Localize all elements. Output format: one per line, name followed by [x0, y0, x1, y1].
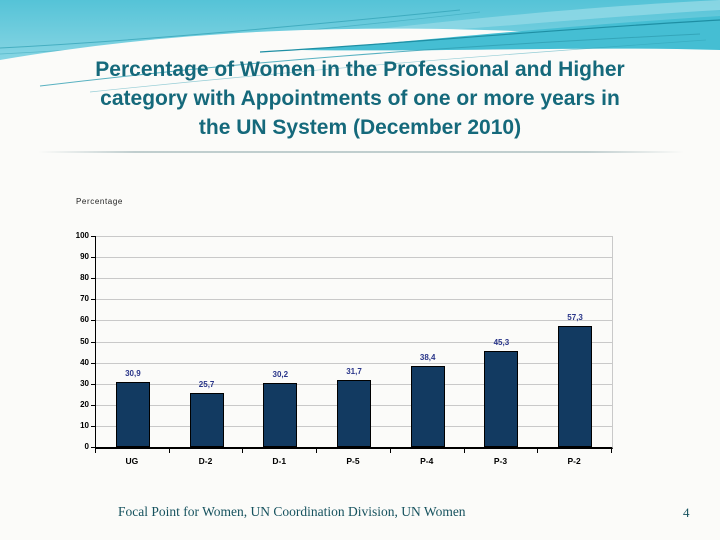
y-axis-tick: [91, 278, 95, 280]
bar-value-label: 31,7: [346, 367, 362, 377]
y-axis-tick: [91, 236, 95, 237]
page-number: 4: [683, 505, 690, 520]
bar-value-label: 25,7: [198, 379, 215, 389]
y-axis-label: 40: [80, 357, 89, 367]
y-axis-label: 100: [75, 231, 89, 240]
bar: [115, 381, 150, 447]
title-line-3: the UN System (December 2010): [198, 116, 522, 139]
y-axis-tick: [91, 257, 95, 259]
x-axis-category-label: P-3: [493, 456, 508, 466]
x-axis-category-label: UG: [125, 456, 139, 466]
x-axis-tick: [463, 448, 465, 453]
y-axis-label: 10: [80, 420, 89, 430]
y-axis-label: 30: [80, 378, 89, 388]
bar-value-label: 45,3: [493, 338, 510, 348]
y-axis-tick: [91, 362, 95, 364]
bar-value-label: 38,4: [419, 353, 436, 362]
title-line-2: category with Appointments of one or mor…: [100, 87, 620, 110]
y-axis-label: 20: [80, 399, 89, 409]
bar: [263, 383, 298, 447]
bar-value-label: 30,9: [125, 368, 141, 378]
y-axis-tick: [91, 299, 95, 301]
x-axis-category-label: P-5: [346, 456, 360, 466]
gridline: [96, 278, 612, 279]
x-axis-tick: [389, 448, 391, 453]
y-axis-tick: [91, 447, 95, 448]
bar-chart: Percentage 30,9 25,7 30,2 31,7 38,4 45,3 57,3 …: [0, 170, 720, 490]
y-axis-label: 70: [80, 294, 89, 304]
y-axis-label: 80: [80, 273, 89, 283]
y-axis-tick: [91, 383, 95, 385]
y-axis-label: 0: [84, 442, 89, 451]
gridline: [96, 342, 612, 343]
bar: [558, 326, 593, 447]
bar: [484, 351, 519, 447]
bar-value-label: 57,3: [567, 313, 583, 323]
x-axis-category-label: P-2: [567, 456, 581, 466]
bar: [410, 366, 445, 447]
y-axis-label: 90: [80, 252, 89, 262]
plot-area: 30,9 25,7 30,2 31,7 38,4 45,3 57,3: [95, 236, 613, 449]
bar-value-label: 30,2: [272, 370, 289, 380]
bar: [189, 392, 224, 447]
x-axis-tick: [316, 448, 318, 453]
y-axis-label: 60: [80, 315, 89, 325]
title-underline: [38, 151, 684, 153]
y-axis-tick: [91, 404, 95, 406]
x-axis-tick: [611, 448, 612, 453]
footer-text: Focal Point for Women, UN Coordination D…: [118, 504, 466, 519]
gridline: [96, 257, 612, 258]
y-axis-tick: [91, 320, 95, 322]
gridline: [96, 363, 612, 364]
page-title: Percentage of Women in the Professional …: [20, 55, 700, 142]
gridline: [96, 236, 612, 237]
title-line-1: Percentage of Women in the Professional …: [95, 58, 625, 81]
header-wave-decoration: [0, 0, 720, 115]
y-axis-tick: [91, 341, 95, 343]
x-axis-tick: [95, 448, 96, 453]
x-axis-tick: [537, 448, 539, 453]
y-axis-label: 50: [80, 336, 89, 346]
axis-title: Percentage: [76, 197, 123, 206]
y-axis-tick: [91, 425, 95, 427]
x-axis-tick: [168, 448, 170, 453]
x-axis-category-label: D-2: [198, 456, 213, 466]
x-axis-category-label: D-1: [272, 456, 287, 466]
gridline: [96, 320, 612, 321]
x-axis-category-label: P-4: [420, 456, 434, 466]
gridline: [96, 299, 612, 300]
bar: [337, 380, 371, 447]
x-axis-tick: [242, 448, 244, 453]
